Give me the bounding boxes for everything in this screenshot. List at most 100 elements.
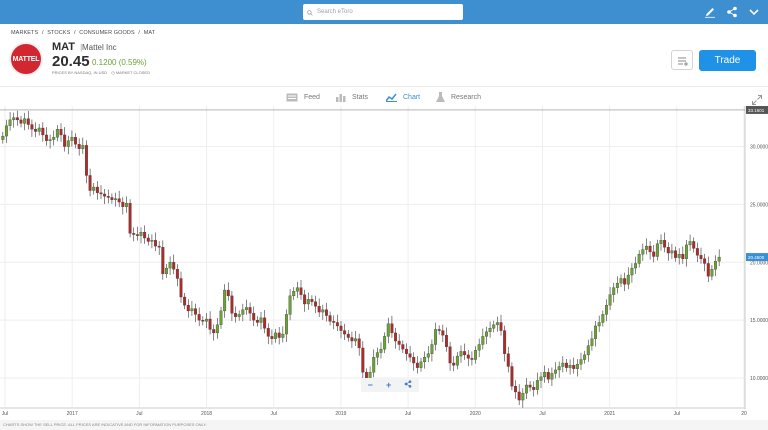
candle-body xyxy=(557,366,561,371)
instrument-logo: MATTEL xyxy=(9,42,43,76)
candle-body xyxy=(710,269,714,277)
candle-body xyxy=(383,336,387,350)
candle-body xyxy=(612,287,616,295)
price-meta: PRICES BY NASDAQ, IN USD ◷ MARKET CLOSED xyxy=(52,70,150,75)
candle-body xyxy=(5,125,8,137)
y-tick-label: 25.0000 xyxy=(750,202,768,208)
x-tick-label: 20 xyxy=(741,411,747,417)
fullscreen-icon[interactable] xyxy=(752,92,762,105)
candle-body xyxy=(506,353,510,367)
search-input[interactable]: Search eToro xyxy=(303,4,463,20)
candle-body xyxy=(234,313,237,317)
tab-chart[interactable]: Chart xyxy=(386,91,420,103)
chart-zoom-controls: − + xyxy=(361,378,419,392)
candle-body xyxy=(292,291,296,297)
candle-body xyxy=(226,289,230,297)
candle-body xyxy=(605,304,608,315)
candle-body xyxy=(390,323,394,334)
candle-body xyxy=(55,129,59,138)
candle-body xyxy=(565,362,568,368)
zoom-out-button[interactable]: − xyxy=(367,380,373,390)
share-icon[interactable] xyxy=(724,4,740,20)
company-name: Mattel Inc xyxy=(82,43,117,52)
candle-body xyxy=(95,186,99,193)
candle-body xyxy=(357,338,361,349)
candle-body xyxy=(583,354,587,360)
candle-body xyxy=(375,352,379,358)
candle-body xyxy=(339,325,343,331)
candle-body xyxy=(495,322,499,325)
candle-body xyxy=(125,203,128,207)
candle-body xyxy=(168,262,172,269)
candle-body xyxy=(594,325,597,339)
candle-body xyxy=(314,301,317,307)
candle-body xyxy=(335,322,339,327)
candle-body xyxy=(190,308,194,312)
candle-body xyxy=(586,345,590,356)
candle-body xyxy=(674,250,677,258)
watchlist-button[interactable] xyxy=(671,50,693,70)
tab-stats[interactable]: Stats xyxy=(336,91,368,103)
dropdown-icon[interactable] xyxy=(746,4,762,20)
candle-body xyxy=(63,134,67,147)
candle-body xyxy=(12,117,16,121)
zoom-in-button[interactable]: + xyxy=(386,380,392,390)
candle-body xyxy=(277,332,281,338)
research-icon xyxy=(436,92,445,102)
candle-body xyxy=(408,353,412,358)
market-status: MARKET CLOSED xyxy=(115,70,150,75)
candle-body xyxy=(77,144,81,149)
candle-body xyxy=(255,320,259,323)
candle-body xyxy=(8,119,12,126)
edit-icon[interactable] xyxy=(702,4,718,20)
x-tick-label: Jul xyxy=(2,411,8,417)
candle-body xyxy=(455,355,459,366)
candle-body xyxy=(135,234,139,236)
candle-body xyxy=(114,198,117,200)
breadcrumb-stocks[interactable]: STOCKS xyxy=(47,30,71,36)
candle-body xyxy=(525,384,528,394)
candle-body xyxy=(299,287,303,295)
chart-canvas[interactable]: 30.0000 25.0000 20.0000 15.0000 10.0000 Jul 20… xyxy=(0,105,768,420)
candle-body xyxy=(66,140,70,147)
trade-button[interactable]: Trade xyxy=(699,50,756,71)
candle-body xyxy=(303,294,307,305)
candle-body xyxy=(681,254,685,259)
breadcrumb-markets[interactable]: MARKETS xyxy=(11,30,39,36)
candle-body xyxy=(597,322,601,327)
tab-research[interactable]: Research xyxy=(436,91,481,103)
candle-body xyxy=(132,233,136,235)
candle-body xyxy=(266,328,270,337)
candle-body xyxy=(30,124,34,130)
breadcrumb-consumer-goods[interactable]: CONSUMER GOODS xyxy=(79,30,135,36)
candle-body xyxy=(575,364,579,369)
candle-body xyxy=(121,201,125,207)
current-price: 20.45 xyxy=(52,53,90,70)
candle-body xyxy=(321,309,325,313)
candle-body xyxy=(394,332,397,342)
share-chart-icon[interactable] xyxy=(404,380,412,390)
candle-body xyxy=(579,359,583,365)
candle-body xyxy=(88,175,92,191)
candle-body xyxy=(703,258,707,264)
candle-body xyxy=(23,118,27,124)
tab-feed[interactable]: Feed xyxy=(286,91,320,103)
candle-body xyxy=(128,203,132,234)
candle-body xyxy=(688,241,692,246)
candle-body xyxy=(15,117,19,121)
breadcrumb-separator: / xyxy=(73,30,76,36)
candle-body xyxy=(201,320,205,322)
candle-body xyxy=(470,358,474,360)
candle-body xyxy=(310,299,314,302)
candle-body xyxy=(259,317,263,323)
candle-body xyxy=(194,308,197,315)
candle-body xyxy=(103,193,107,197)
candle-body xyxy=(306,299,310,305)
price-chart[interactable]: 30.0000 25.0000 20.0000 15.0000 10.0000 Jul 20… xyxy=(0,105,768,430)
candle-body xyxy=(48,139,52,141)
candle-body xyxy=(539,376,543,381)
x-tick-label: 2019 xyxy=(335,411,346,417)
candle-body xyxy=(150,240,154,242)
candle-body xyxy=(197,314,201,321)
breadcrumb: MARKETS / STOCKS / CONSUMER GOODS / MAT xyxy=(11,30,157,36)
